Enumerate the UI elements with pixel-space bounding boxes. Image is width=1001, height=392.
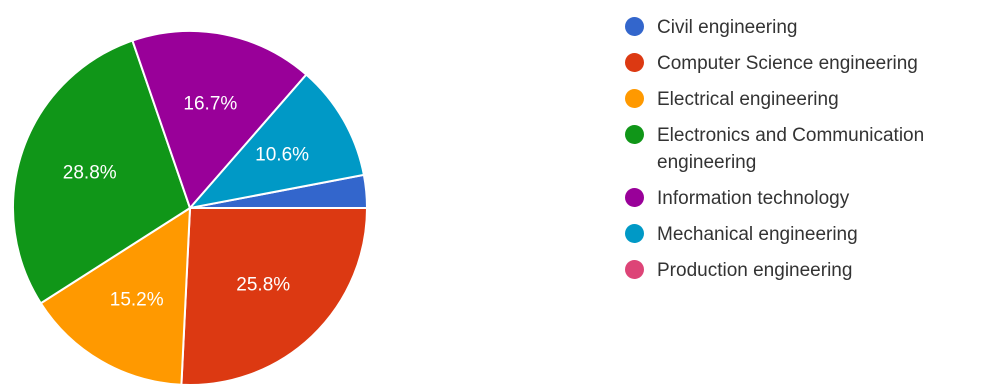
pie-slice-label: 15.2% — [110, 289, 164, 310]
legend-swatch — [625, 17, 644, 36]
pie-slice-computer-science-engineering[interactable] — [180, 207, 369, 386]
pie-plot-area: 25.8% 15.2% 28.8% 16.7% 10.6% — [12, 30, 369, 386]
legend-item-information-technology[interactable]: Information technology — [625, 185, 995, 212]
legend-swatch — [625, 260, 644, 279]
pie-slice-label: 10.6% — [255, 145, 309, 166]
legend-label: Electrical engineering — [657, 89, 839, 110]
legend-label: Computer Science engineering — [657, 53, 918, 74]
pie-slice-mechanical-engineering[interactable] — [187, 73, 366, 210]
legend-label: Civil engineering — [657, 17, 798, 38]
legend-item-civil-engineering[interactable]: Civil engineering — [625, 14, 995, 41]
legend-label: Electronics and Communication engineerin… — [657, 125, 925, 173]
pie-slice-label: 25.8% — [236, 274, 290, 295]
legend-swatch — [625, 224, 644, 243]
legend-swatch — [625, 188, 644, 207]
legend-item-computer-science-engineering[interactable]: Computer Science engineering — [625, 50, 995, 77]
legend-label: Mechanical engineering — [657, 224, 858, 245]
legend-item-production-engineering[interactable]: Production engineering — [625, 257, 995, 284]
legend-item-electronics-and-communication-engineering[interactable]: Electronics and Communication engineerin… — [625, 122, 995, 176]
pie-slice-label: 16.7% — [183, 93, 237, 114]
pie-slice-information-technology[interactable] — [131, 30, 308, 210]
legend-label: Production engineering — [657, 260, 853, 281]
legend-label: Information technology — [657, 188, 850, 209]
legend: Civil engineering Computer Science engin… — [625, 14, 995, 293]
legend-item-electrical-engineering[interactable]: Electrical engineering — [625, 86, 995, 113]
legend-swatch — [625, 89, 644, 108]
legend-swatch — [625, 125, 644, 144]
pie-slice-label: 28.8% — [63, 163, 117, 184]
pie-slice-electronics-and-communication-engineering[interactable] — [12, 39, 192, 305]
legend-swatch — [625, 53, 644, 72]
pie-slice-electrical-engineering[interactable] — [39, 206, 192, 386]
legend-item-mechanical-engineering[interactable]: Mechanical engineering — [625, 221, 995, 248]
